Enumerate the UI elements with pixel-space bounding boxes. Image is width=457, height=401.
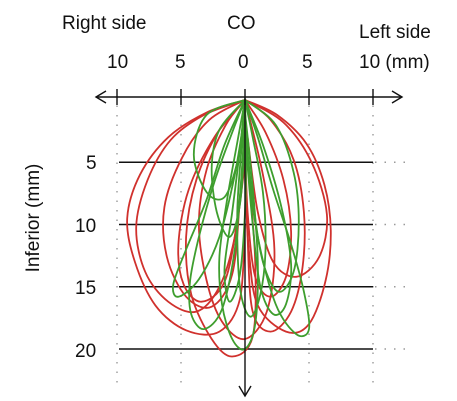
green-trajectory-trace — [236, 99, 267, 318]
green-trajectory-trace — [244, 99, 293, 316]
red-trajectory-trace — [244, 99, 332, 334]
red-trajectory-trace — [126, 99, 246, 336]
y-axis-down-arrow — [238, 385, 252, 398]
green-trajectory-trace — [172, 99, 246, 298]
red-trajectory-trace — [135, 99, 246, 314]
header-co-label: CO — [227, 13, 256, 34]
x-tick-label: 10 (mm) — [359, 52, 430, 73]
y-axis-title: Inferior (mm) — [23, 164, 44, 273]
header-left-side-label: Left side — [359, 22, 431, 43]
x-tick-label: 10 — [107, 52, 128, 73]
trajectory-traces — [126, 99, 332, 358]
x-axis-right-arrow — [391, 90, 404, 104]
red-trajectory-trace — [177, 99, 246, 303]
axes — [94, 89, 404, 398]
y-tick-label: 5 — [86, 153, 97, 174]
y-tick-label: 20 — [75, 341, 96, 362]
y-tick-label: 15 — [75, 278, 96, 299]
header-right-side-label: Right side — [62, 13, 147, 34]
green-trajectory-trace — [244, 99, 300, 293]
red-trajectory-trace — [244, 99, 329, 278]
green-trajectory-trace — [210, 99, 246, 238]
x-tick-label: 0 — [238, 52, 249, 73]
green-trajectory-trace — [192, 99, 246, 201]
y-tick-label: 10 — [75, 216, 96, 237]
red-trajectory-trace — [244, 99, 293, 298]
x-axis-left-arrow — [94, 90, 107, 104]
red-trajectory-trace — [198, 99, 276, 341]
x-tick-label: 5 — [302, 52, 313, 73]
dotted-grid — [116, 96, 405, 383]
x-tick-label: 5 — [175, 52, 186, 73]
